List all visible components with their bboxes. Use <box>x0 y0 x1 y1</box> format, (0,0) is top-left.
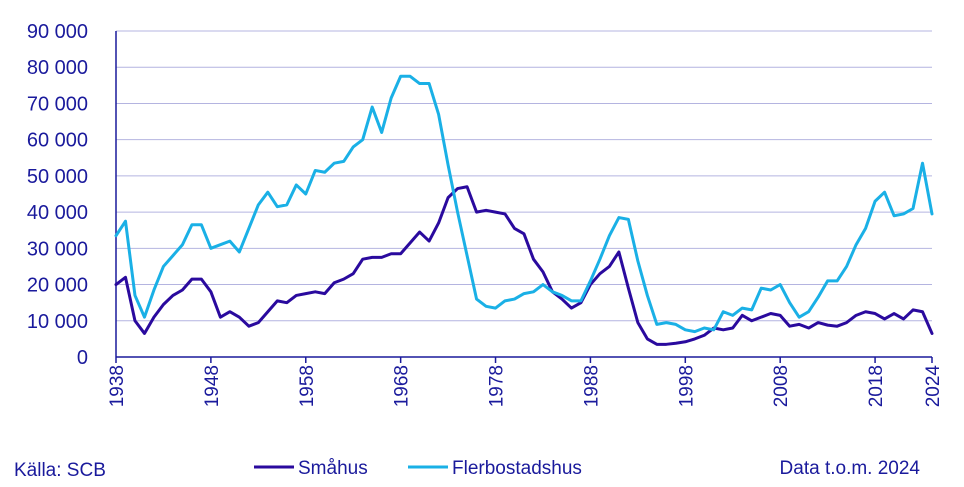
y-tick-label-20000: 20 000 <box>27 275 88 297</box>
grid-lines <box>116 30 932 322</box>
data-note: Data t.o.m. 2024 <box>780 458 921 479</box>
axes <box>115 31 933 363</box>
x-tick-label-1938: 1938 <box>107 365 128 407</box>
x-tick-label-2018: 2018 <box>866 365 887 407</box>
y-tick-label-90000: 90 000 <box>27 21 88 43</box>
source-text: Källa: SCB <box>14 460 106 481</box>
x-tick-label-1958: 1958 <box>297 365 318 407</box>
y-tick-label-60000: 60 000 <box>27 130 88 152</box>
series-line-0 <box>114 185 934 346</box>
x-tick-label-2008: 2008 <box>771 365 792 407</box>
legend-label-flerbostadshus: Flerbostadshus <box>452 458 582 479</box>
x-tick-label-1988: 1988 <box>581 365 602 407</box>
x-tick-label-1998: 1998 <box>676 365 697 407</box>
y-tick-label-80000: 80 000 <box>27 57 88 79</box>
y-axis-tick-labels: 0 10 000 20 000 30 000 40 000 50 000 60 000 70 … <box>27 21 88 369</box>
x-tick-label-1968: 1968 <box>392 365 413 407</box>
x-axis-tick-labels: 1938 1948 1958 1968 1978 1988 1998 2008 2018 2024 <box>107 365 944 408</box>
y-tick-label-40000: 40 000 <box>27 202 88 224</box>
y-tick-label-0: 0 <box>77 347 88 369</box>
series-line-1 <box>114 74 934 334</box>
legend: Småhus Flerbostadshus <box>254 458 582 479</box>
y-tick-label-50000: 50 000 <box>27 166 88 188</box>
series-lines <box>114 74 934 346</box>
x-tick-label-2024: 2024 <box>923 365 944 408</box>
legend-label-smahus: Småhus <box>298 458 368 479</box>
y-tick-label-30000: 30 000 <box>27 238 88 260</box>
x-tick-label-1948: 1948 <box>202 365 223 407</box>
y-tick-label-70000: 70 000 <box>27 93 88 115</box>
y-tick-label-10000: 10 000 <box>27 311 88 333</box>
x-tick-label-1978: 1978 <box>487 365 508 407</box>
